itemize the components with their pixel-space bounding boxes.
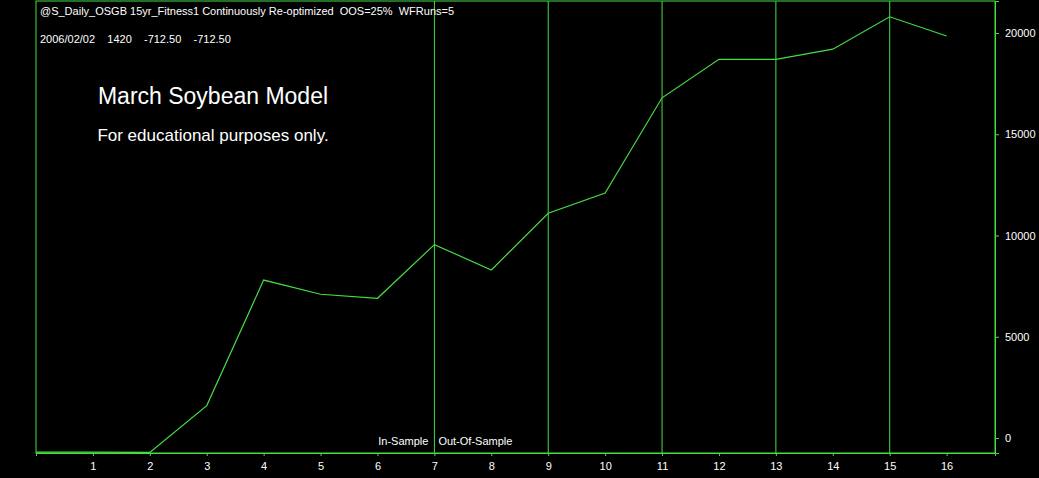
x-tick-label: 14 [827, 460, 839, 472]
x-tick-label: 4 [261, 460, 267, 472]
y-tick-mark [995, 134, 999, 135]
x-tick-mark [833, 453, 834, 456]
x-tick: 15 [884, 453, 896, 472]
x-tick-label: 16 [941, 460, 953, 472]
chart: 1234567891011121314151605000100001500020… [0, 0, 1039, 478]
x-tick-mark [377, 453, 378, 456]
x-tick: 7 [432, 453, 438, 472]
x-tick-mark [947, 453, 948, 456]
vline [889, 1, 890, 453]
x-tick-label: 3 [204, 460, 210, 472]
x-tick-label: 1 [90, 460, 96, 472]
y-tick-label: 15000 [1005, 128, 1036, 140]
x-tick: 10 [600, 453, 612, 472]
y-tick-label: 5000 [1005, 331, 1029, 343]
x-tick-mark [776, 453, 777, 456]
x-tick-mark [890, 453, 891, 456]
x-tick: 4 [261, 453, 267, 472]
x-tick: 3 [204, 453, 210, 472]
x-tick: 2 [147, 453, 153, 472]
header-line: 2006/02/02 1420 -712.50 -712.50 [40, 33, 231, 45]
y-tick: 15000 [995, 128, 1036, 140]
x-tick-label: 6 [375, 460, 381, 472]
x-tick-label: 12 [713, 460, 725, 472]
x-tick-label: 13 [770, 460, 782, 472]
y-axis: 0 5000 10000 15000 20000 [995, 2, 1036, 454]
y-tick-mark [995, 33, 999, 34]
y-tick-mark [995, 438, 999, 439]
x-tick-mark [264, 453, 265, 456]
x-tick: 5 [318, 453, 324, 472]
subtitle: For educational purposes only. [97, 126, 328, 145]
x-tick-label: 11 [657, 460, 668, 472]
x-tick: 8 [489, 453, 495, 472]
y-tick-mark [995, 337, 999, 338]
x-tick-label: 10 [600, 460, 612, 472]
x-tick-label: 8 [489, 460, 495, 472]
header-line: @S_Daily_OSGB 15yr_Fitness1 Continuously… [40, 5, 454, 17]
x-tick-label: 2 [147, 460, 153, 472]
x-tick: 12 [713, 453, 725, 472]
x-tick-mark [207, 453, 208, 456]
annotation: In-Sample [378, 435, 428, 447]
y-tick-label: 10000 [1005, 230, 1036, 242]
vline [434, 1, 435, 453]
x-tick-mark [719, 453, 720, 456]
x-tick-mark [662, 453, 663, 456]
y-axis-line [996, 2, 1000, 454]
annotation: Out-Of-Sample [438, 435, 512, 447]
x-tick-mark [434, 453, 435, 456]
y-tick: 5000 [995, 331, 1029, 343]
x-tick-label: 7 [432, 460, 438, 472]
vline [775, 1, 776, 453]
vline [662, 1, 663, 453]
x-tick: 14 [827, 453, 839, 472]
x-axis-line [37, 454, 996, 457]
x-tick: 16 [941, 453, 953, 472]
x-tick-label: 5 [318, 460, 324, 472]
x-tick-mark [605, 453, 606, 456]
y-tick-label: 20000 [1005, 27, 1036, 39]
x-tick-mark [548, 453, 549, 456]
x-tick-mark [321, 453, 322, 456]
x-tick-label: 9 [546, 460, 552, 472]
x-tick: 11 [657, 453, 668, 472]
x-tick-mark [150, 453, 151, 456]
x-tick: 1 [90, 453, 96, 472]
x-tick-label: 15 [884, 460, 896, 472]
y-tick-mark [995, 236, 999, 237]
x-tick-mark [93, 453, 94, 456]
x-tick: 9 [546, 453, 552, 472]
y-tick: 0 [995, 432, 1011, 444]
y-tick: 20000 [995, 27, 1036, 39]
vline [548, 1, 549, 453]
title: March Soybean Model [98, 83, 328, 109]
equity-line [36, 17, 947, 453]
x-tick: 6 [375, 453, 381, 472]
y-tick-label: 0 [1005, 432, 1011, 444]
plot-frame [36, 1, 995, 453]
x-axis: 12345678910111213141516 [37, 453, 996, 472]
x-tick-mark [491, 453, 492, 456]
plot-area [36, 1, 947, 453]
x-tick: 13 [770, 453, 782, 472]
y-tick: 10000 [995, 230, 1036, 242]
